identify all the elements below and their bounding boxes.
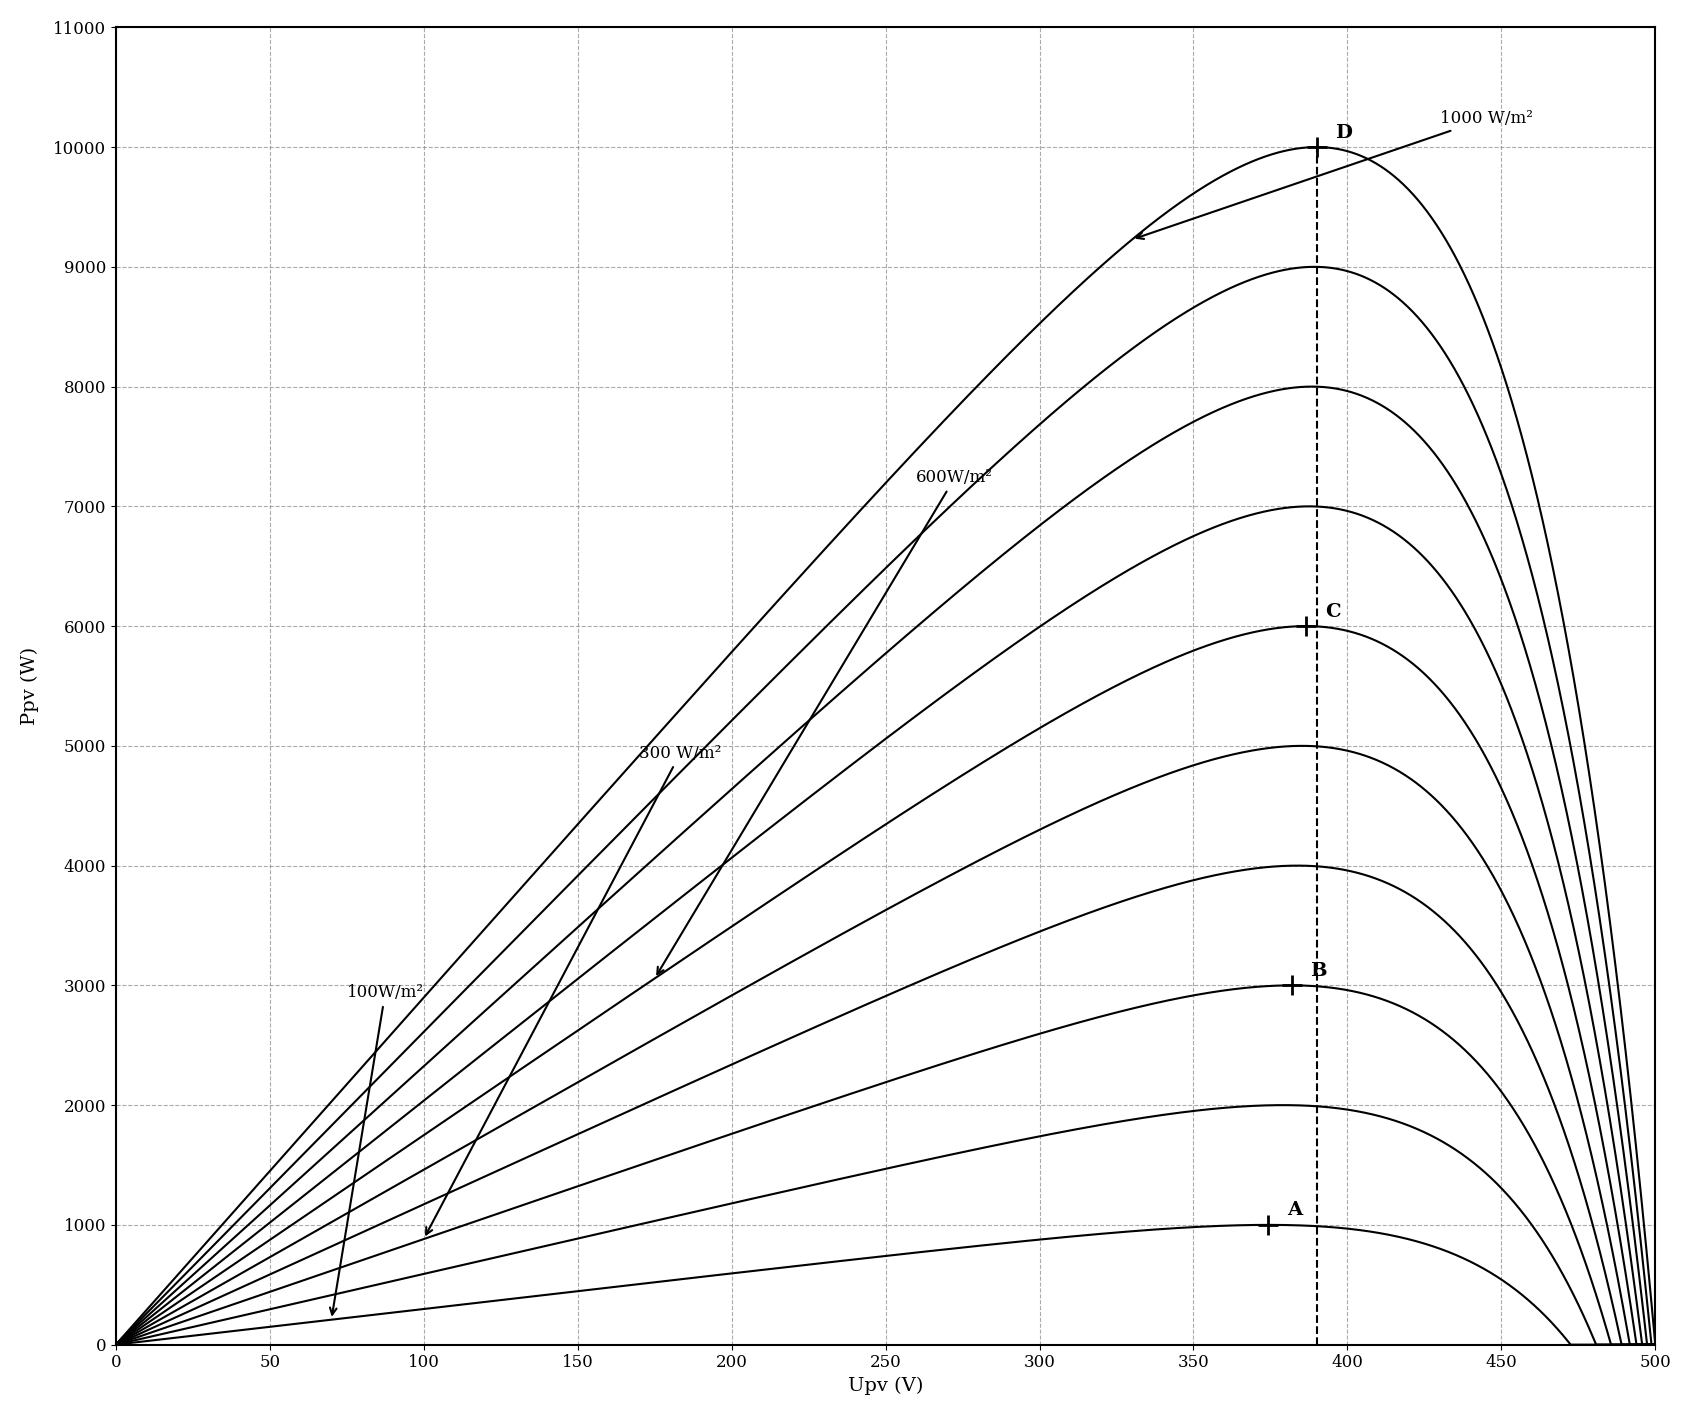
Text: 100W/m²: 100W/m² bbox=[330, 984, 423, 1314]
Text: C: C bbox=[1325, 603, 1340, 620]
Y-axis label: Ppv (W): Ppv (W) bbox=[20, 647, 39, 725]
Text: D: D bbox=[1335, 123, 1352, 142]
Text: A: A bbox=[1288, 1201, 1301, 1219]
Text: 300 W/m²: 300 W/m² bbox=[426, 745, 721, 1235]
Text: B: B bbox=[1310, 961, 1327, 980]
Text: 1000 W/m²: 1000 W/m² bbox=[1137, 110, 1533, 239]
X-axis label: Upv (V): Upv (V) bbox=[848, 1376, 924, 1395]
Text: 600W/m²: 600W/m² bbox=[656, 469, 993, 974]
